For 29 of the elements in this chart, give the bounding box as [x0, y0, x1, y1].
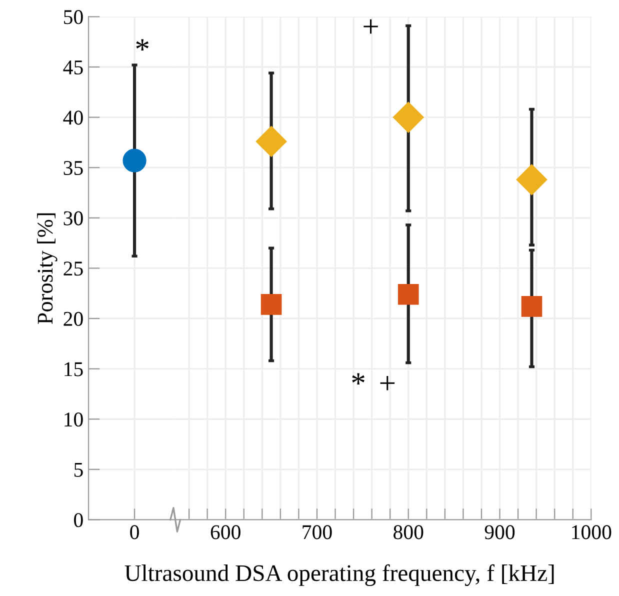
y-tick-label: 20 — [64, 312, 83, 326]
annotation: + — [380, 376, 395, 390]
x-tick-label: 600 — [210, 525, 240, 540]
point — [398, 284, 419, 305]
y-tick-label: 30 — [64, 211, 83, 226]
y-tick-label: 50 — [64, 10, 83, 24]
annotation: * — [352, 373, 364, 384]
y-tick-label: 15 — [64, 362, 83, 376]
point — [260, 294, 282, 315]
y-tick-label: 0 — [74, 513, 83, 528]
y-tick-label: 35 — [64, 161, 83, 176]
x-tick-label: 700 — [302, 525, 332, 540]
y-tick-label: 40 — [63, 110, 83, 125]
x-tick-label: 800 — [394, 525, 424, 540]
x-tick-label: 0 — [130, 525, 139, 540]
y-tick-label: 45 — [63, 60, 83, 74]
point — [521, 296, 542, 317]
annotation: + — [364, 19, 378, 34]
x-tick-label: 1000 — [572, 525, 612, 540]
point — [256, 126, 287, 157]
point — [516, 164, 548, 196]
y-tick-label: 10 — [64, 412, 83, 427]
y-tick-label: 25 — [64, 262, 83, 276]
y-tick-label: 5 — [74, 462, 83, 477]
point — [392, 102, 424, 133]
y-axis-title: Porosity [%] — [37, 213, 58, 324]
x-axis-title: Ultrasound DSA operating frequency, f [kHz] — [124, 564, 554, 586]
annotation: * — [136, 39, 149, 50]
x-tick-label: 900 — [484, 525, 515, 540]
